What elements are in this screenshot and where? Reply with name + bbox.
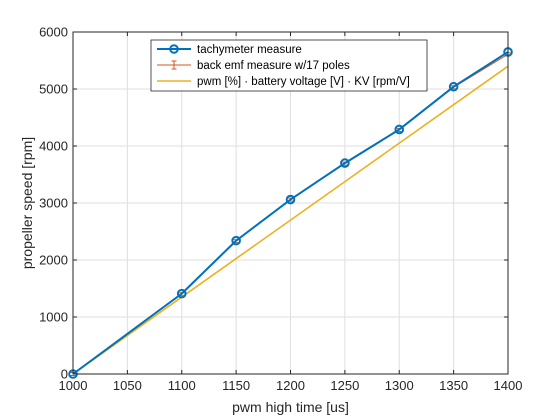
data-point xyxy=(176,288,187,299)
series-line-2 xyxy=(72,65,509,375)
axis-ticks: 1000 1050 1100 1150 1200 1250 1300 1350 14000100… xyxy=(39,25,522,394)
y-tick-label: 6000 xyxy=(39,25,68,40)
legend-label: pwm [%] · battery voltage [V] · KV [rpm/… xyxy=(197,76,410,88)
x-tick-label: 1400 xyxy=(494,378,523,393)
series-layer xyxy=(68,47,513,379)
data-point xyxy=(340,158,350,168)
series-line-0 xyxy=(72,51,509,375)
y-axis-title: propeller speed [rpm] xyxy=(19,137,35,269)
legend-label: back emf measure w/17 poles xyxy=(197,60,350,72)
x-tick-label: 1000 xyxy=(59,378,88,393)
y-tick-label: 0 xyxy=(61,367,68,382)
y-tick-label: 2000 xyxy=(39,253,68,268)
y-tick-label: 3000 xyxy=(39,196,68,211)
x-tick-label: 1350 xyxy=(439,378,468,393)
y-tick-label: 1000 xyxy=(39,310,68,325)
x-axis-title: pwm high time [us] xyxy=(232,399,349,415)
legend-items: tachymeter measure back emf measure w/17 … xyxy=(157,44,410,88)
x-tick-label: 1050 xyxy=(113,378,142,393)
legend-label: tachymeter measure xyxy=(197,44,302,56)
data-point xyxy=(394,124,405,135)
x-tick-label: 1150 xyxy=(222,378,250,393)
legend-swatch-marker xyxy=(169,44,179,54)
data-point xyxy=(231,235,241,246)
y-tick-label: 4000 xyxy=(39,139,68,154)
x-tick-label: 1100 xyxy=(168,378,196,393)
x-tick-label: 1250 xyxy=(330,378,359,393)
legend: tachymeter measure back emf measure w/17 … xyxy=(150,39,428,92)
x-tick-label: 1200 xyxy=(276,378,305,393)
legend-box xyxy=(150,39,428,92)
y-tick-label: 5000 xyxy=(39,82,68,97)
data-point xyxy=(285,194,296,205)
x-tick-label: 1300 xyxy=(385,378,414,393)
data-point xyxy=(448,81,459,92)
